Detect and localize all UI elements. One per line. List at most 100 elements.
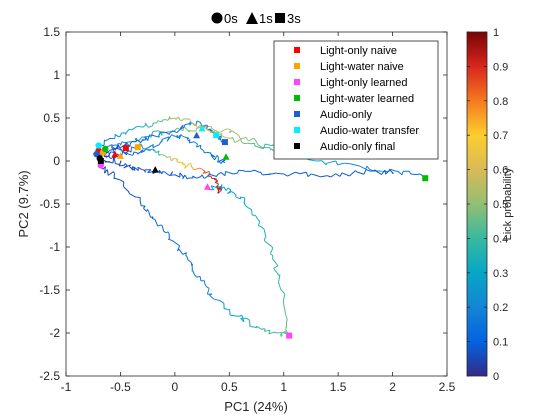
- series-segment: [325, 162, 328, 165]
- series-segment: [282, 301, 285, 309]
- series-segment: [126, 152, 132, 156]
- series-segment: [167, 231, 170, 235]
- series-segment: [147, 145, 152, 149]
- series-segment: [408, 170, 411, 173]
- series-segment: [139, 199, 142, 206]
- series-segment: [372, 169, 376, 172]
- title-label-3s: 3s: [287, 11, 301, 26]
- series-segment: [280, 289, 286, 295]
- series-segment: [163, 231, 167, 234]
- series-segment: [228, 130, 233, 134]
- series-segment: [169, 117, 175, 120]
- series-segment: [220, 129, 225, 133]
- series-segment: [111, 144, 115, 148]
- series-segment: [177, 243, 180, 247]
- series-segment: [186, 177, 189, 180]
- series-segment: [164, 171, 169, 175]
- x-tick-label: 2.5: [439, 380, 456, 394]
- series-segment: [320, 175, 328, 178]
- legend-label: Audio-only final: [320, 141, 395, 153]
- marker-3s-0: [122, 145, 129, 152]
- series-segment: [253, 137, 258, 144]
- x-tick-label: 0.5: [221, 380, 238, 394]
- marker-3s-4: [221, 139, 228, 146]
- series-segment: [283, 173, 288, 177]
- marker-1s-0: [111, 150, 119, 158]
- series-segment: [170, 174, 175, 176]
- x-axis-label: PC1 (24%): [224, 399, 288, 414]
- series-segment: [258, 144, 260, 147]
- series-segment: [248, 139, 252, 142]
- series-segment: [238, 135, 241, 139]
- series-segment: [231, 191, 235, 194]
- series-segment: [124, 128, 130, 134]
- series-segment: [196, 144, 202, 148]
- series-segment: [269, 247, 274, 254]
- series-segment: [132, 126, 138, 130]
- title-triangle-marker: [246, 12, 258, 24]
- series-segment: [211, 127, 218, 133]
- series-segment: [283, 293, 286, 299]
- y-tick-label: -1: [49, 240, 60, 254]
- legend-swatch: [294, 95, 300, 101]
- series-segment: [220, 172, 226, 177]
- series-segment: [188, 118, 190, 120]
- series-segment: [176, 128, 182, 133]
- series-segment: [142, 139, 146, 141]
- series-segment: [133, 166, 139, 171]
- series-segment: [194, 274, 197, 278]
- series-segment: [148, 125, 153, 128]
- series-segment: [255, 215, 259, 221]
- series-segment: [285, 314, 288, 321]
- series-segment: [195, 167, 200, 170]
- series-segment: [299, 171, 307, 175]
- series-segment: [178, 248, 184, 255]
- series-segment: [259, 171, 263, 176]
- series-segment: [263, 228, 267, 238]
- series-segment: [185, 252, 187, 256]
- series-segment: [234, 315, 239, 317]
- series-segment: [153, 135, 160, 138]
- legend-swatch: [294, 143, 300, 149]
- series-segment: [214, 155, 218, 161]
- series-segment: [223, 128, 228, 131]
- series-line-6: [99, 157, 394, 180]
- y-axis-ticks: 1.5 1 0.5 0 -0.5 -1 -1.5 -2 -2.5: [39, 25, 447, 383]
- series-segment: [235, 196, 241, 200]
- series-segment: [218, 171, 222, 175]
- series-segment: [206, 128, 213, 133]
- series-segment: [236, 169, 240, 174]
- series-segment: [410, 173, 413, 175]
- series-segment: [143, 207, 147, 212]
- x-tick-label: -1: [61, 380, 72, 394]
- series-segment: [115, 163, 120, 165]
- series-segment: [164, 136, 170, 139]
- series-segment: [104, 166, 107, 174]
- series-segment: [152, 123, 154, 127]
- series-segment: [244, 205, 249, 208]
- colorbar-tick-label: 0.3: [493, 268, 508, 280]
- series-segment: [209, 130, 217, 134]
- colorbar-tick-label: 0: [493, 371, 499, 383]
- series-segment: [311, 173, 316, 176]
- legend-label: Light-water learned: [320, 93, 414, 105]
- series-segment: [231, 136, 236, 143]
- series-segment: [268, 172, 276, 175]
- series-segment: [111, 146, 114, 151]
- series-segment: [114, 133, 119, 138]
- series-segment: [250, 142, 255, 145]
- series-segment: [392, 171, 394, 175]
- y-tick-label: -2: [49, 326, 60, 340]
- series-segment: [185, 255, 187, 257]
- legend-swatch: [294, 111, 300, 117]
- series-segment: [184, 174, 188, 180]
- series-segment: [138, 136, 143, 141]
- series-segment: [242, 169, 246, 172]
- series-segment: [156, 120, 159, 123]
- series-line-1: [101, 143, 223, 194]
- series-segment: [219, 134, 225, 138]
- series-segment: [197, 124, 201, 128]
- legend-label: Light-only learned: [320, 77, 407, 89]
- series-segment: [108, 155, 110, 158]
- y-tick-label: 1: [53, 68, 60, 82]
